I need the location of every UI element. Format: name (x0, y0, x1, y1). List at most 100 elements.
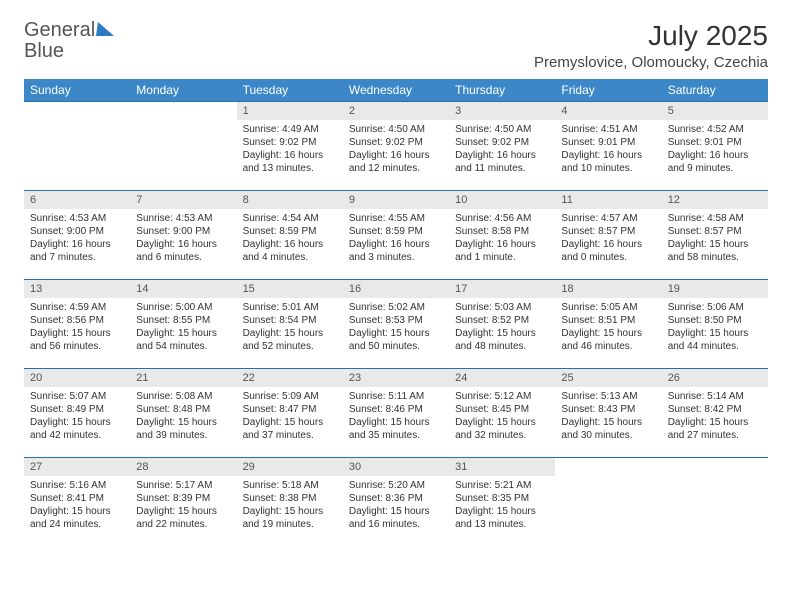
sunrise-text: Sunrise: 4:52 AM (668, 123, 762, 136)
day-cell: 21Sunrise: 5:08 AMSunset: 8:48 PMDayligh… (130, 369, 236, 457)
day-number: 1 (237, 102, 343, 120)
sunrise-text: Sunrise: 4:49 AM (243, 123, 337, 136)
daylight-text: Daylight: 15 hours and 56 minutes. (30, 327, 124, 353)
day-content: Sunrise: 5:01 AMSunset: 8:54 PMDaylight:… (237, 298, 343, 368)
day-content: Sunrise: 4:51 AMSunset: 9:01 PMDaylight:… (555, 120, 661, 190)
day-number: 26 (662, 369, 768, 387)
day-cell: 10Sunrise: 4:56 AMSunset: 8:58 PMDayligh… (449, 191, 555, 279)
daylight-text: Daylight: 16 hours and 10 minutes. (561, 149, 655, 175)
daylight-text: Daylight: 15 hours and 48 minutes. (455, 327, 549, 353)
day-number: 22 (237, 369, 343, 387)
day-content: Sunrise: 5:05 AMSunset: 8:51 PMDaylight:… (555, 298, 661, 368)
day-cell (24, 102, 130, 190)
daylight-text: Daylight: 15 hours and 46 minutes. (561, 327, 655, 353)
sunrise-text: Sunrise: 4:57 AM (561, 212, 655, 225)
sunset-text: Sunset: 9:00 PM (30, 225, 124, 238)
day-cell: 17Sunrise: 5:03 AMSunset: 8:52 PMDayligh… (449, 280, 555, 368)
weeks-container: 1Sunrise: 4:49 AMSunset: 9:02 PMDaylight… (24, 101, 768, 546)
day-number: 5 (662, 102, 768, 120)
day-header-row: Sunday Monday Tuesday Wednesday Thursday… (24, 79, 768, 101)
daylight-text: Daylight: 16 hours and 6 minutes. (136, 238, 230, 264)
day-number: 28 (130, 458, 236, 476)
sunset-text: Sunset: 8:48 PM (136, 403, 230, 416)
sunset-text: Sunset: 8:52 PM (455, 314, 549, 327)
day-cell: 15Sunrise: 5:01 AMSunset: 8:54 PMDayligh… (237, 280, 343, 368)
sunset-text: Sunset: 9:01 PM (561, 136, 655, 149)
daylight-text: Daylight: 15 hours and 37 minutes. (243, 416, 337, 442)
week-row: 27Sunrise: 5:16 AMSunset: 8:41 PMDayligh… (24, 457, 768, 546)
sunset-text: Sunset: 8:57 PM (668, 225, 762, 238)
daylight-text: Daylight: 15 hours and 24 minutes. (30, 505, 124, 531)
daylight-text: Daylight: 15 hours and 35 minutes. (349, 416, 443, 442)
day-number: 14 (130, 280, 236, 298)
sunset-text: Sunset: 8:53 PM (349, 314, 443, 327)
daylight-text: Daylight: 16 hours and 9 minutes. (668, 149, 762, 175)
day-cell: 27Sunrise: 5:16 AMSunset: 8:41 PMDayligh… (24, 458, 130, 546)
sunrise-text: Sunrise: 4:58 AM (668, 212, 762, 225)
sunset-text: Sunset: 8:35 PM (455, 492, 549, 505)
sunrise-text: Sunrise: 4:54 AM (243, 212, 337, 225)
sunset-text: Sunset: 8:42 PM (668, 403, 762, 416)
day-number: 8 (237, 191, 343, 209)
day-content: Sunrise: 5:06 AMSunset: 8:50 PMDaylight:… (662, 298, 768, 368)
day-content: Sunrise: 5:11 AMSunset: 8:46 PMDaylight:… (343, 387, 449, 457)
day-cell: 30Sunrise: 5:20 AMSunset: 8:36 PMDayligh… (343, 458, 449, 546)
daylight-text: Daylight: 15 hours and 54 minutes. (136, 327, 230, 353)
day-cell: 4Sunrise: 4:51 AMSunset: 9:01 PMDaylight… (555, 102, 661, 190)
logo-text: General Blue (24, 20, 115, 62)
sunrise-text: Sunrise: 5:14 AM (668, 390, 762, 403)
sunset-text: Sunset: 9:00 PM (136, 225, 230, 238)
sunrise-text: Sunrise: 5:01 AM (243, 301, 337, 314)
day-cell (130, 102, 236, 190)
day-content (555, 462, 661, 546)
day-content: Sunrise: 4:59 AMSunset: 8:56 PMDaylight:… (24, 298, 130, 368)
sunrise-text: Sunrise: 5:02 AM (349, 301, 443, 314)
day-number: 12 (662, 191, 768, 209)
day-cell: 11Sunrise: 4:57 AMSunset: 8:57 PMDayligh… (555, 191, 661, 279)
day-header-thursday: Thursday (449, 79, 555, 101)
sunset-text: Sunset: 8:51 PM (561, 314, 655, 327)
day-content: Sunrise: 5:09 AMSunset: 8:47 PMDaylight:… (237, 387, 343, 457)
daylight-text: Daylight: 15 hours and 19 minutes. (243, 505, 337, 531)
day-number: 13 (24, 280, 130, 298)
daylight-text: Daylight: 15 hours and 58 minutes. (668, 238, 762, 264)
sunrise-text: Sunrise: 4:56 AM (455, 212, 549, 225)
day-number: 2 (343, 102, 449, 120)
sunset-text: Sunset: 8:41 PM (30, 492, 124, 505)
day-content: Sunrise: 5:21 AMSunset: 8:35 PMDaylight:… (449, 476, 555, 546)
sunrise-text: Sunrise: 5:07 AM (30, 390, 124, 403)
sunrise-text: Sunrise: 4:55 AM (349, 212, 443, 225)
day-content: Sunrise: 4:55 AMSunset: 8:59 PMDaylight:… (343, 209, 449, 279)
day-number: 29 (237, 458, 343, 476)
sunset-text: Sunset: 8:50 PM (668, 314, 762, 327)
day-content: Sunrise: 5:16 AMSunset: 8:41 PMDaylight:… (24, 476, 130, 546)
sunrise-text: Sunrise: 5:05 AM (561, 301, 655, 314)
sunrise-text: Sunrise: 5:18 AM (243, 479, 337, 492)
logo-word-1: General (24, 19, 95, 41)
day-cell: 16Sunrise: 5:02 AMSunset: 8:53 PMDayligh… (343, 280, 449, 368)
sunset-text: Sunset: 8:49 PM (30, 403, 124, 416)
logo-sail-icon (96, 22, 116, 36)
day-cell: 29Sunrise: 5:18 AMSunset: 8:38 PMDayligh… (237, 458, 343, 546)
day-header-monday: Monday (130, 79, 236, 101)
day-header-tuesday: Tuesday (237, 79, 343, 101)
day-cell: 9Sunrise: 4:55 AMSunset: 8:59 PMDaylight… (343, 191, 449, 279)
day-number: 23 (343, 369, 449, 387)
day-content: Sunrise: 5:03 AMSunset: 8:52 PMDaylight:… (449, 298, 555, 368)
sunrise-text: Sunrise: 4:53 AM (30, 212, 124, 225)
day-content: Sunrise: 4:54 AMSunset: 8:59 PMDaylight:… (237, 209, 343, 279)
day-number: 25 (555, 369, 661, 387)
day-number: 19 (662, 280, 768, 298)
sunrise-text: Sunrise: 5:17 AM (136, 479, 230, 492)
day-number: 31 (449, 458, 555, 476)
sunset-text: Sunset: 8:43 PM (561, 403, 655, 416)
day-number: 11 (555, 191, 661, 209)
daylight-text: Daylight: 15 hours and 42 minutes. (30, 416, 124, 442)
sunrise-text: Sunrise: 5:20 AM (349, 479, 443, 492)
day-content: Sunrise: 5:12 AMSunset: 8:45 PMDaylight:… (449, 387, 555, 457)
day-cell: 5Sunrise: 4:52 AMSunset: 9:01 PMDaylight… (662, 102, 768, 190)
sunset-text: Sunset: 8:59 PM (349, 225, 443, 238)
day-content: Sunrise: 4:52 AMSunset: 9:01 PMDaylight:… (662, 120, 768, 190)
daylight-text: Daylight: 15 hours and 44 minutes. (668, 327, 762, 353)
sunrise-text: Sunrise: 5:00 AM (136, 301, 230, 314)
